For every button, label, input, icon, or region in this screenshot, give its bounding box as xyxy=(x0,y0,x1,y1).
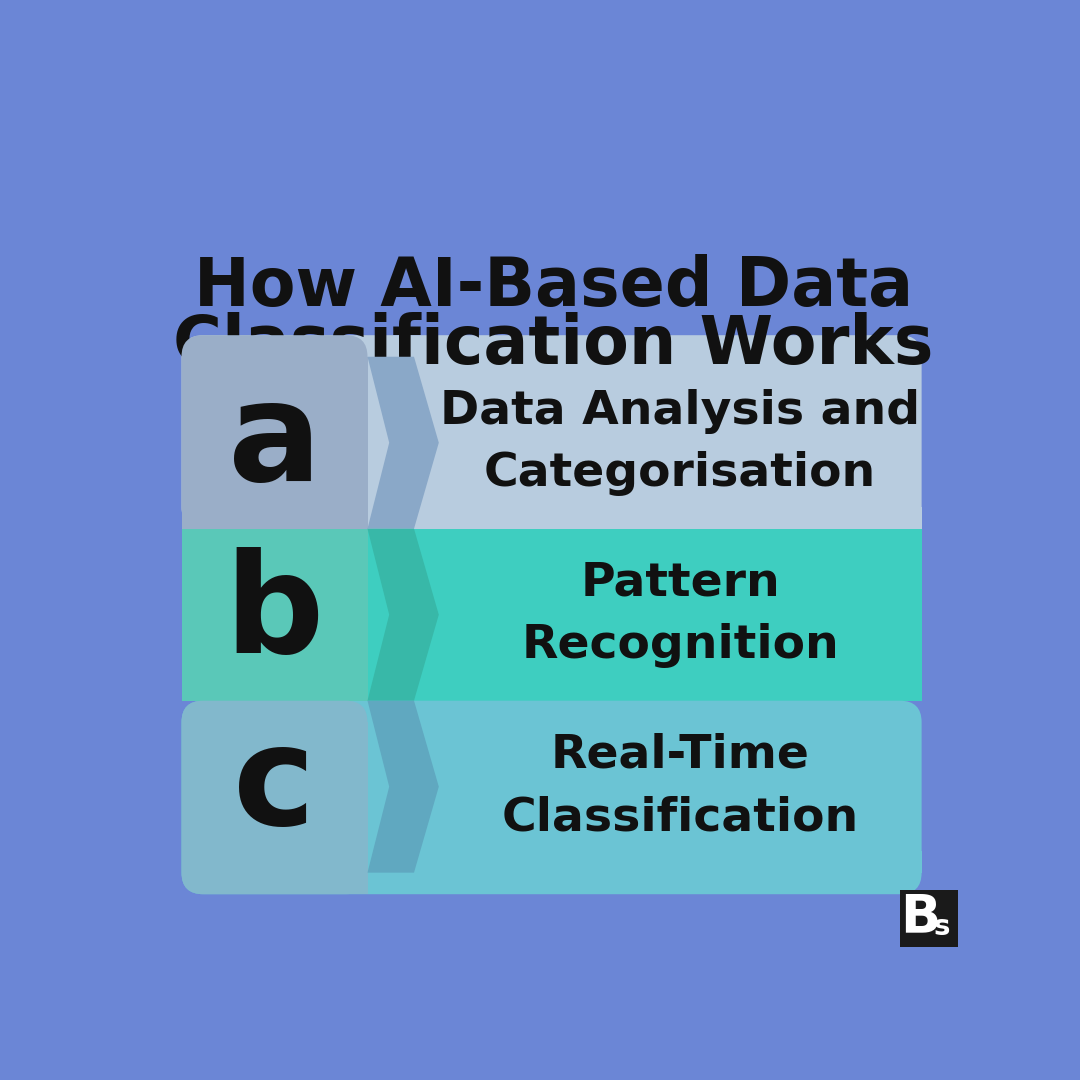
Text: Classification Works: Classification Works xyxy=(173,312,934,378)
FancyBboxPatch shape xyxy=(181,701,921,894)
Bar xyxy=(181,508,921,529)
Polygon shape xyxy=(367,356,438,529)
Text: Data Analysis and
Categorisation: Data Analysis and Categorisation xyxy=(441,389,920,497)
Polygon shape xyxy=(367,701,438,873)
Bar xyxy=(181,851,921,873)
Text: Real-Time
Classification: Real-Time Classification xyxy=(501,733,859,840)
Bar xyxy=(346,723,367,894)
Text: s: s xyxy=(933,913,950,941)
Bar xyxy=(181,508,367,529)
Text: Pattern
Recognition: Pattern Recognition xyxy=(522,561,839,669)
Bar xyxy=(900,890,958,947)
Bar xyxy=(181,529,367,701)
FancyBboxPatch shape xyxy=(181,335,921,529)
Text: B: B xyxy=(900,891,941,943)
FancyBboxPatch shape xyxy=(181,335,367,529)
Bar xyxy=(181,851,367,873)
Bar xyxy=(346,356,367,529)
Text: b: b xyxy=(225,548,324,683)
FancyBboxPatch shape xyxy=(181,701,367,894)
Text: a: a xyxy=(228,375,322,510)
Bar xyxy=(181,529,921,701)
Text: How AI-Based Data: How AI-Based Data xyxy=(194,255,913,321)
Text: c: c xyxy=(233,719,315,854)
Polygon shape xyxy=(367,529,438,701)
